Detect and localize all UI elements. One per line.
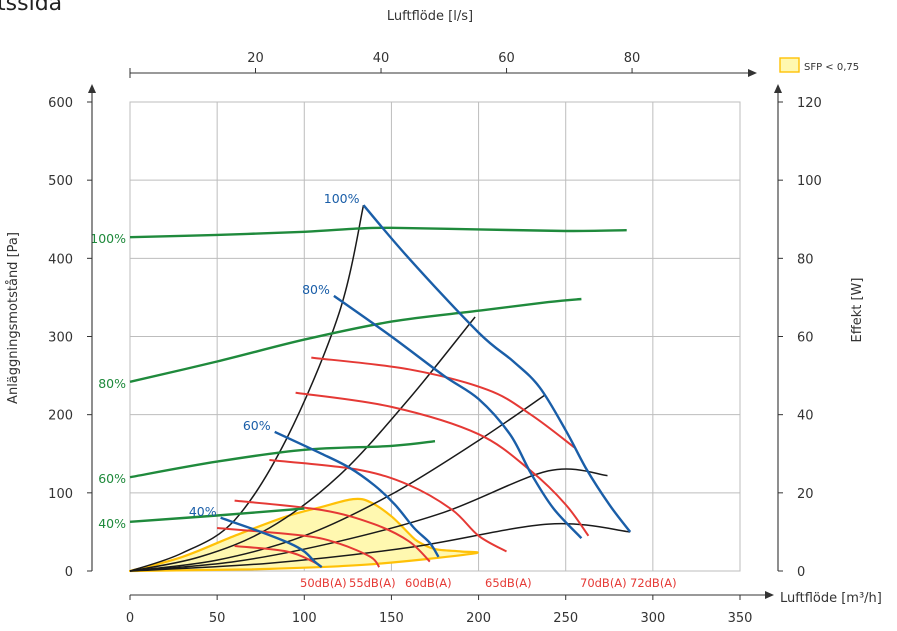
noise-curve (234, 499, 431, 563)
noise-curve-label: 50dB(A) (300, 576, 347, 590)
x2-tick-label: 20 (247, 51, 264, 66)
power-curve-label: 60% (98, 471, 126, 486)
y2-tick-label: 80 (797, 252, 814, 267)
axes: 0 100 200 300 400 500 600 0 20 40 60 80 100 120 0 50 100… (48, 51, 822, 626)
noise-curve-label: 60dB(A) (405, 576, 452, 590)
pressure-curves-layer: 100% 80% 60% 40% (189, 191, 632, 569)
pressure-curve-label: 40% (189, 504, 217, 519)
x-tick-label: 0 (126, 611, 134, 626)
power-curve-label: 40% (98, 516, 126, 531)
x-tick-label: 350 (728, 611, 753, 626)
legend: SFP < 0,75 (779, 57, 859, 73)
plot-frame (129, 101, 741, 572)
power-curve-label: 100% (90, 231, 126, 246)
noise-curves-layer: 50dB(A) 55dB(A) 60dB(A) 65dB(A) 70dB(A) 72dB(… (217, 356, 677, 590)
power-curves-layer: 100% 80% 60% 40% (90, 226, 627, 531)
system-curve (129, 468, 608, 572)
noise-curve (295, 391, 590, 537)
y-axis-title: Anläggningsmotstånd [Pa] (6, 232, 21, 404)
noise-curve-label: 70dB(A) (580, 576, 627, 590)
x-tick-label: 200 (466, 611, 491, 626)
system-curves-layer (129, 205, 631, 572)
power-curve (129, 297, 582, 383)
y-tick-label: 400 (48, 252, 73, 267)
x-tick-label: 250 (553, 611, 578, 626)
y-tick-label: 200 (48, 409, 73, 424)
pressure-curve (362, 204, 632, 533)
system-curve (129, 394, 546, 572)
power-curve (129, 507, 305, 523)
x2-tick-label: 40 (373, 51, 390, 66)
x2-tick-label: 80 (624, 51, 641, 66)
pressure-curve-label: 80% (302, 282, 330, 297)
y2-tick-label: 40 (797, 409, 814, 424)
x-tick-label: 300 (640, 611, 665, 626)
y2-tick-label: 0 (797, 565, 805, 580)
x-tick-label: 50 (209, 611, 226, 626)
pressure-curve-label: 100% (324, 191, 360, 206)
legend-swatch (779, 57, 800, 73)
y2-tick-label: 60 (797, 331, 814, 346)
y-axis-arrow (88, 84, 96, 93)
x-axis-arrow (765, 591, 774, 599)
noise-curve (311, 356, 576, 449)
noise-curve (217, 527, 381, 568)
y2-tick-label: 100 (797, 174, 822, 189)
y2-tick-label: 120 (797, 96, 822, 111)
y2-axis-arrow (774, 84, 782, 93)
y-tick-label: 0 (65, 565, 73, 580)
pressure-curve (333, 294, 583, 540)
y2-tick-label: 20 (797, 487, 814, 502)
x-tick-label: 100 (292, 611, 317, 626)
y-tick-label: 500 (48, 174, 73, 189)
y-tick-label: 100 (48, 487, 73, 502)
page-partial-title: rtssida (0, 0, 62, 16)
system-curve (129, 522, 631, 572)
x2-tick-label: 60 (498, 51, 515, 66)
noise-curve-label: 65dB(A) (485, 576, 532, 590)
x-tick-label: 150 (379, 611, 404, 626)
legend-label: SFP < 0,75 (804, 62, 859, 73)
power-curve-label: 80% (98, 376, 126, 391)
grid (130, 102, 740, 571)
system-curve (129, 316, 476, 572)
power-curve (129, 226, 627, 239)
x-axis-title: Luftflöde [m³/h] (780, 591, 882, 606)
noise-curve-label: 72dB(A) (630, 576, 677, 590)
y-tick-label: 600 (48, 96, 73, 111)
power-curve (129, 440, 436, 479)
x2-axis-arrow (748, 69, 757, 77)
pressure-curve (220, 516, 323, 569)
x2-axis-title: Luftflöde [l/s] (387, 9, 473, 24)
y2-axis-title: Effekt [W] (850, 278, 865, 343)
pressure-curve (274, 430, 440, 558)
y-tick-label: 300 (48, 331, 73, 346)
noise-curve (269, 459, 507, 553)
pressure-curve-label: 60% (243, 418, 271, 433)
noise-curve-label: 55dB(A) (349, 576, 396, 590)
